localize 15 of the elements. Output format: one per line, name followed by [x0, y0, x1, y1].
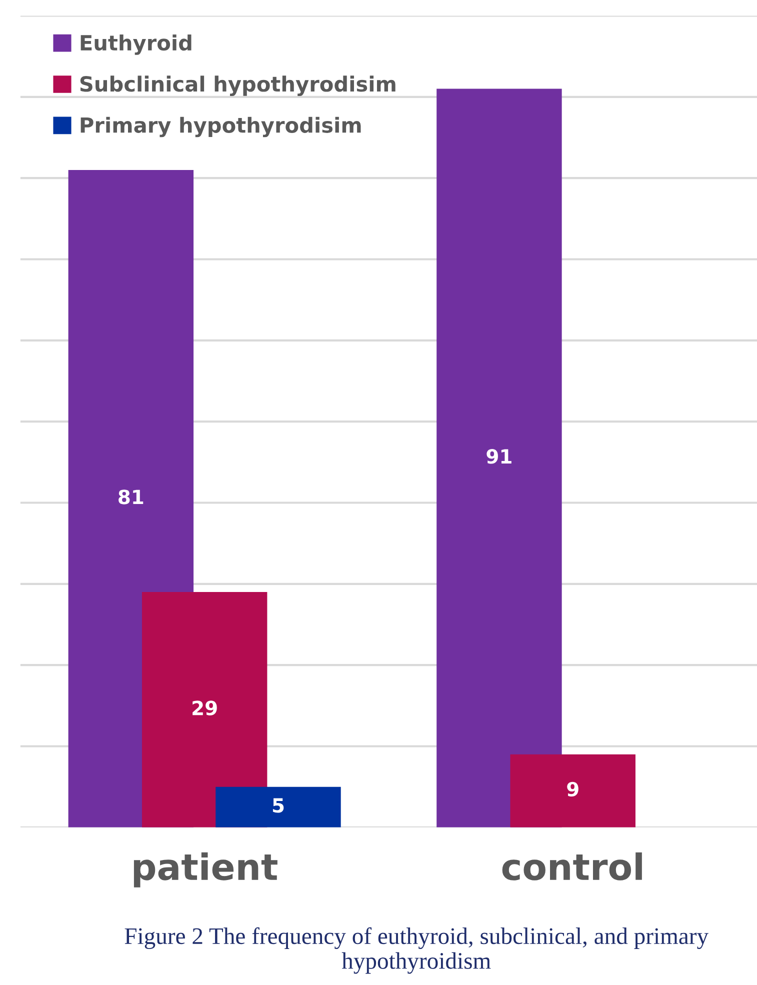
legend-label: Primary hypothyrodisim [80, 116, 361, 138]
bar [436, 88, 562, 828]
x-tick-label: control [502, 852, 642, 880]
bar [142, 592, 268, 828]
bar [510, 754, 636, 828]
bar [216, 786, 341, 828]
data-label: 29 [192, 700, 217, 716]
caption: Figure 2 The frequency of euthyroid, subclinical, and primary hypothyroidism [124, 927, 708, 974]
legend-label: Euthyroid [80, 34, 192, 55]
data-label: 5 [272, 798, 284, 813]
legend-label: Subclinical hypothyrodisim [80, 76, 396, 96]
data-label: 91 [486, 449, 512, 464]
x-tick-label: patient [134, 852, 278, 888]
data-label: 81 [118, 490, 144, 504]
data-label: 9 [567, 782, 578, 797]
